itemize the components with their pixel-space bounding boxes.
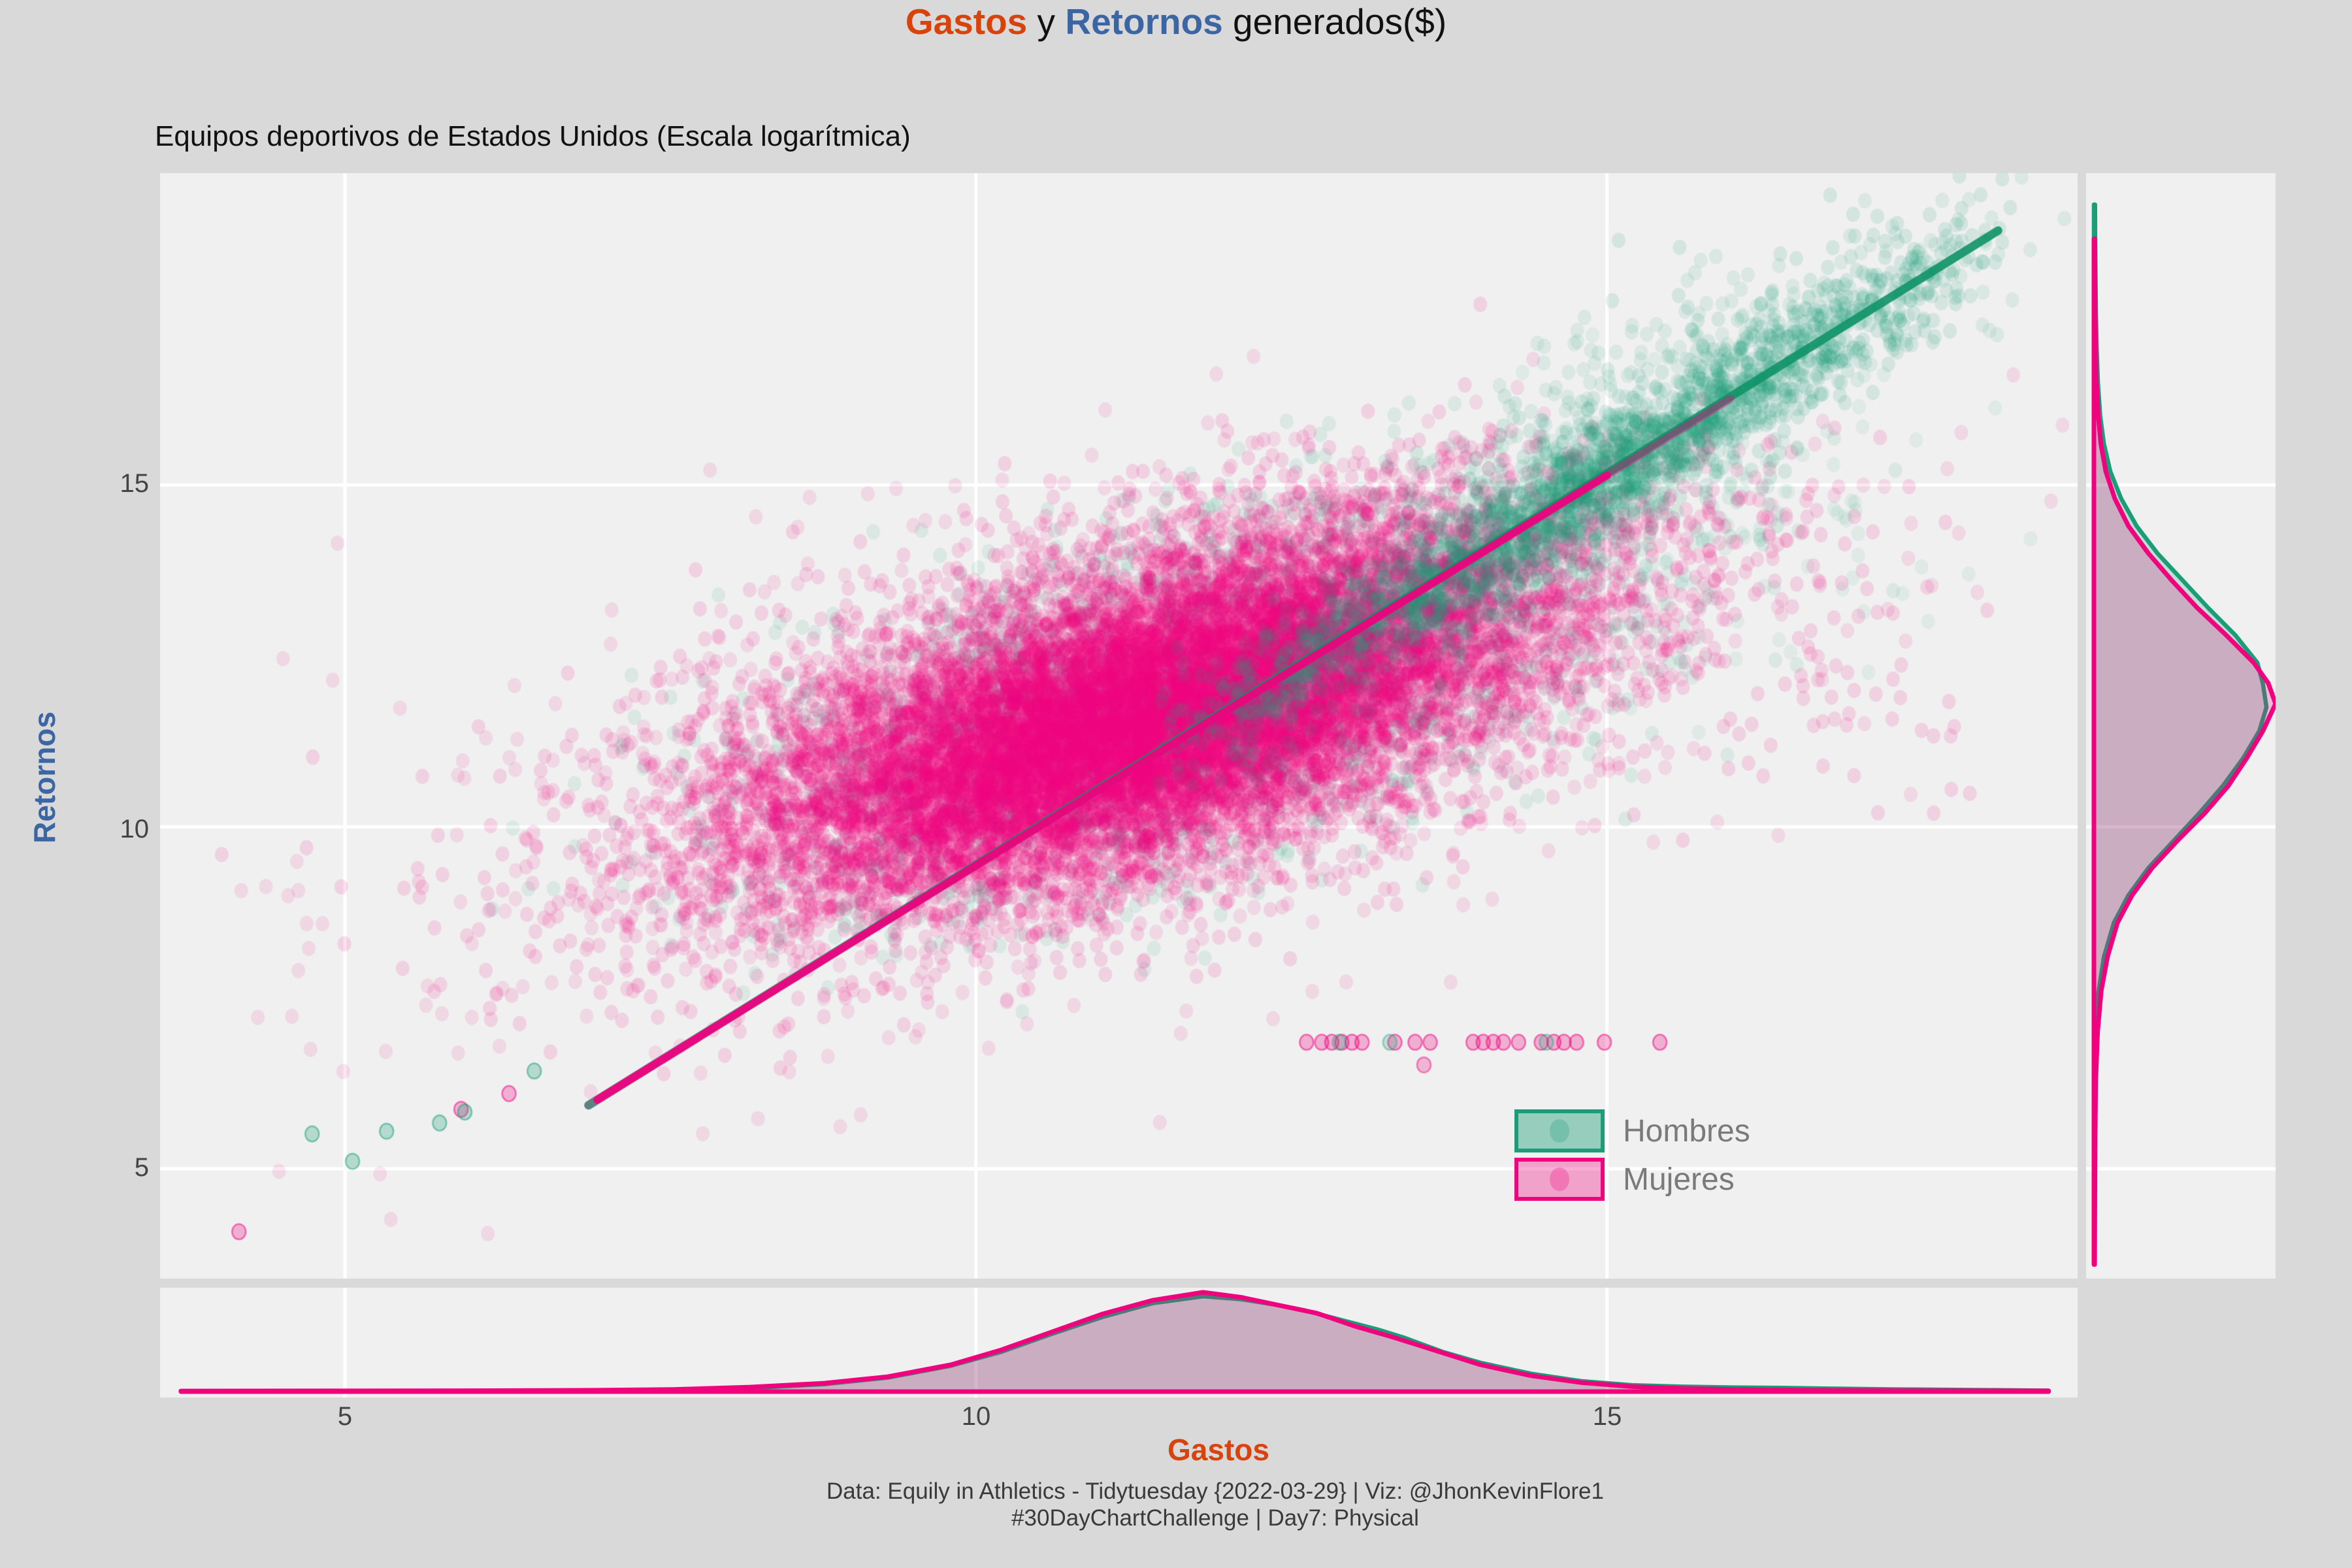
caption: Data: Equily in Athletics - Tidytuesday … — [0, 1478, 2352, 1531]
x-tick-15: 15 — [1592, 1402, 1622, 1431]
plot-title: Gastos y Retornos generados($) — [0, 0, 2352, 43]
legend-key-dot-icon — [1550, 1119, 1569, 1143]
caption-line-2: #30DayChartChallenge | Day7: Physical — [1011, 1505, 1419, 1531]
plot-subtitle: Equipos deportivos de Estados Unidos (Es… — [155, 120, 911, 152]
y-tick-10: 10 — [120, 815, 150, 843]
x-axis-title: Gastos — [1168, 1433, 1269, 1467]
legend-item-mujeres: Mujeres — [1514, 1156, 1750, 1203]
legend-key-dot-icon — [1550, 1168, 1569, 1191]
title-word-gastos: Gastos — [905, 1, 1028, 42]
main-scatter-panel: Hombres Mujeres — [160, 173, 2078, 1279]
retornos-density-plot — [2086, 202, 2276, 1267]
title-word-y: y — [1027, 1, 1066, 42]
legend-item-hombres: Hombres — [1514, 1107, 1750, 1154]
legend-label-mujeres: Mujeres — [1623, 1162, 1735, 1197]
y-tick-15: 15 — [120, 469, 150, 498]
legend-label-hombres: Hombres — [1623, 1113, 1750, 1149]
title-word-retornos: Retornos — [1065, 1, 1223, 42]
legend-key-hombres — [1514, 1109, 1605, 1152]
legend: Hombres Mujeres — [1514, 1107, 1750, 1204]
y-axis-title: Retornos — [27, 711, 61, 843]
y-tick-5: 5 — [134, 1153, 149, 1182]
bottom-marginal-density-panel — [160, 1288, 2078, 1397]
right-marginal-density-panel — [2086, 173, 2276, 1279]
x-tick-5: 5 — [337, 1402, 353, 1431]
title-word-generados: generados($) — [1222, 1, 1447, 42]
legend-key-mujeres — [1514, 1158, 1605, 1201]
gastos-density-plot — [178, 1288, 2051, 1397]
x-tick-10: 10 — [961, 1402, 991, 1431]
caption-line-1: Data: Equily in Athletics - Tidytuesday … — [826, 1478, 1604, 1504]
scatter-canvas — [160, 173, 2078, 1279]
